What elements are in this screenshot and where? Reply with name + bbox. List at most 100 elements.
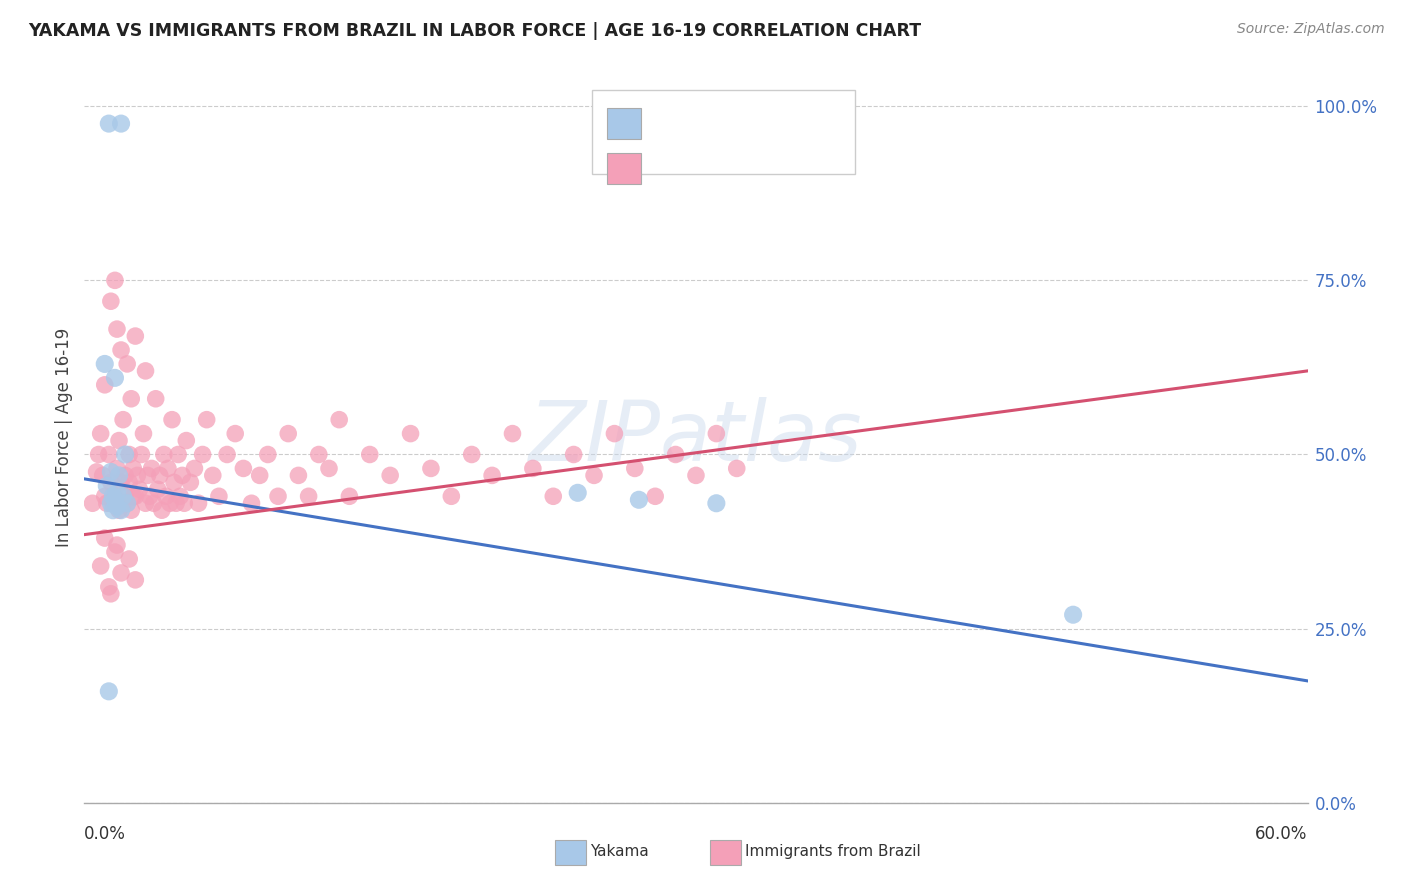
Point — [298, 489, 321, 503]
Point — [172, 468, 194, 483]
Point — [101, 489, 124, 503]
Text: 109: 109 — [813, 160, 846, 178]
Text: Yakama: Yakama — [591, 845, 650, 859]
Text: -0.223: -0.223 — [702, 114, 762, 132]
Point — [115, 357, 138, 371]
Point — [90, 426, 112, 441]
Point — [150, 503, 173, 517]
Point — [624, 461, 647, 475]
Point — [183, 461, 205, 475]
Point — [118, 552, 141, 566]
Point — [339, 489, 361, 503]
Point — [112, 496, 135, 510]
Point — [114, 489, 136, 503]
Point — [138, 489, 160, 503]
Text: ZIPatlas: ZIPatlas — [529, 397, 863, 477]
Point — [308, 448, 330, 462]
Point — [104, 545, 127, 559]
Point — [100, 587, 122, 601]
Point — [169, 489, 191, 503]
Text: R =: R = — [655, 114, 692, 132]
Point — [440, 489, 463, 503]
Point — [603, 426, 626, 441]
Bar — [592, 90, 855, 174]
Point — [104, 371, 127, 385]
Point — [100, 496, 122, 510]
Point — [114, 468, 136, 483]
Point — [124, 329, 146, 343]
Point — [277, 426, 299, 441]
Text: YAKAMA VS IMMIGRANTS FROM BRAZIL IN LABOR FORCE | AGE 16-19 CORRELATION CHART: YAKAMA VS IMMIGRANTS FROM BRAZIL IN LABO… — [28, 22, 921, 40]
Point — [173, 496, 195, 510]
Point — [114, 448, 136, 462]
Point — [135, 496, 157, 510]
Point — [90, 558, 112, 573]
Point — [110, 117, 132, 131]
Point — [86, 465, 108, 479]
Bar — [606, 108, 641, 138]
Point — [97, 684, 120, 698]
Point — [93, 531, 117, 545]
Point — [145, 392, 167, 406]
Point — [122, 489, 145, 503]
Point — [502, 426, 524, 441]
Point — [318, 461, 340, 475]
Point — [110, 475, 132, 490]
Point — [142, 496, 165, 510]
Point — [135, 364, 157, 378]
Text: N =: N = — [766, 114, 803, 132]
Point — [82, 496, 104, 510]
Point — [156, 461, 179, 475]
Point — [110, 503, 132, 517]
Point — [105, 322, 128, 336]
Point — [110, 566, 132, 580]
Point — [115, 496, 138, 510]
Point — [399, 426, 422, 441]
Text: Immigrants from Brazil: Immigrants from Brazil — [745, 845, 921, 859]
Bar — [606, 153, 641, 184]
Point — [100, 465, 122, 479]
Point — [112, 412, 135, 426]
Point — [195, 412, 218, 426]
Point — [481, 468, 503, 483]
Point — [155, 489, 177, 503]
Point — [380, 468, 402, 483]
Point — [328, 412, 350, 426]
Point — [97, 117, 120, 131]
Point — [105, 485, 128, 500]
Point — [101, 496, 124, 510]
Point — [87, 448, 110, 462]
Point — [257, 448, 280, 462]
Point — [93, 357, 117, 371]
Point — [163, 475, 186, 490]
Point — [118, 475, 141, 490]
Point — [120, 392, 142, 406]
Point — [1062, 607, 1084, 622]
Point — [96, 496, 118, 510]
Point — [118, 448, 141, 462]
Point — [665, 448, 688, 462]
Point — [176, 434, 198, 448]
Point — [543, 489, 565, 503]
Point — [132, 426, 155, 441]
Point — [124, 573, 146, 587]
Point — [124, 489, 146, 503]
Point — [108, 468, 131, 483]
Point — [104, 492, 127, 507]
Point — [105, 461, 128, 475]
Text: 60.0%: 60.0% — [1256, 825, 1308, 843]
Point — [93, 489, 117, 503]
Point — [201, 468, 224, 483]
Point — [131, 448, 153, 462]
Point — [160, 412, 183, 426]
Point — [105, 538, 128, 552]
Point — [93, 377, 117, 392]
Point — [91, 468, 114, 483]
Point — [100, 294, 122, 309]
Point — [149, 468, 172, 483]
Point — [217, 448, 239, 462]
Text: R =: R = — [655, 160, 692, 178]
Point — [685, 468, 707, 483]
Text: N =: N = — [766, 160, 803, 178]
Point — [208, 489, 231, 503]
